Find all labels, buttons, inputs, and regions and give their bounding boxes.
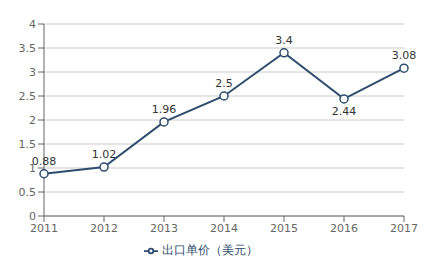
svg-text:1: 1 [29, 161, 36, 175]
svg-text:3: 3 [29, 66, 36, 79]
svg-text:2012: 2012 [90, 222, 118, 235]
svg-text:2011: 2011 [30, 222, 58, 235]
svg-text:2015: 2015 [270, 222, 298, 235]
svg-text:2016: 2016 [330, 222, 358, 235]
svg-text:0.5: 0.5 [19, 186, 37, 199]
svg-text:2014: 2014 [210, 222, 238, 235]
svg-text:2017: 2017 [390, 222, 418, 235]
svg-text:0.88: 0.88 [32, 155, 57, 168]
svg-text:2013: 2013 [150, 222, 178, 235]
svg-text:1.02: 1.02 [92, 148, 117, 161]
svg-text:1.5: 1.5 [19, 138, 37, 151]
svg-text:3.08: 3.08 [392, 49, 417, 62]
svg-text:3.5: 3.5 [19, 42, 37, 55]
svg-text:1.96: 1.96 [152, 103, 177, 116]
svg-text:2.44: 2.44 [332, 105, 357, 118]
svg-text:2: 2 [29, 114, 36, 127]
svg-text:0: 0 [29, 210, 36, 223]
svg-text:3.4: 3.4 [275, 34, 293, 47]
svg-text:2.5: 2.5 [215, 77, 233, 90]
svg-text:2.5: 2.5 [19, 90, 37, 103]
svg-text:4: 4 [29, 18, 36, 31]
html-text:出口单价（美元）: 出口单价（美元） [162, 243, 258, 257]
